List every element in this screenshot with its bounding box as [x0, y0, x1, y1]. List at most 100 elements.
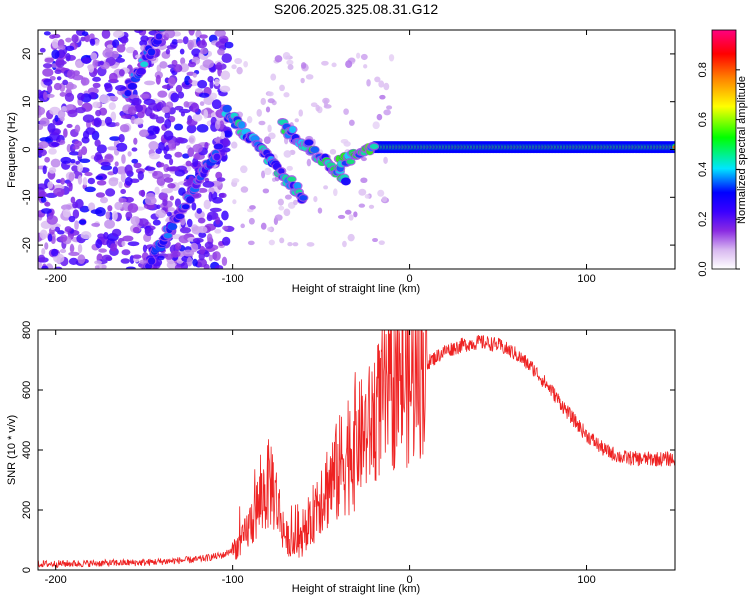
spectrogram-blob [137, 218, 149, 227]
spectrogram-blob [192, 143, 203, 153]
spectrogram-blob [116, 44, 126, 53]
spectrogram-blob [286, 165, 293, 171]
spectrogram-blob [96, 144, 107, 154]
spectrogram-blob [122, 235, 134, 242]
spectrogram-blob [67, 109, 78, 118]
spectrogram-blob [222, 104, 232, 113]
spectrogram-blob [176, 39, 184, 44]
spectrogram-blob [40, 196, 47, 203]
spectrogram-blob [56, 76, 62, 81]
spectrogram-blob [199, 47, 208, 55]
spectrogram-blob [175, 213, 185, 219]
spectrogram-blob [63, 128, 68, 138]
spectrogram-blob [161, 173, 171, 178]
spectrogram-blob [124, 176, 133, 186]
spectrogram-blob [144, 196, 157, 206]
spectrogram-blob [80, 77, 90, 86]
spectrogram-blob [216, 61, 223, 71]
spectrogram-x-tick-label: -100 [222, 273, 244, 285]
spectrogram-blob [51, 142, 60, 147]
spectrogram-blob [196, 40, 208, 49]
spectrogram-blob [165, 48, 171, 55]
spectrogram-y-tick-label: 20 [21, 48, 33, 60]
spectrogram-blob [174, 123, 184, 131]
snr-y-axis-label: SNR (10 * v/v) [6, 415, 18, 485]
spectrogram-blob [87, 202, 96, 212]
spectrogram-blob [175, 242, 182, 251]
spectrogram-blob [191, 48, 201, 57]
spectrogram-blob [66, 104, 74, 111]
spectrogram-blob [53, 187, 65, 196]
spectrogram-blob [363, 64, 368, 69]
spectrogram-blob [149, 114, 159, 120]
spectrogram-blob [127, 106, 137, 116]
spectrogram-blob [133, 162, 142, 169]
spectrogram-blob [119, 36, 129, 44]
spectrogram-blob [213, 153, 221, 161]
spectrogram-blob [268, 239, 275, 246]
spectrogram-blob [38, 191, 47, 198]
spectrogram-blob [95, 175, 104, 180]
spectrogram-blob [377, 189, 385, 197]
spectrogram-y-axis-label: Frequency (Hz) [6, 112, 18, 188]
spectrogram-blob [173, 64, 183, 73]
spectrogram-blob [107, 171, 115, 176]
spectrogram-blob [54, 226, 61, 232]
spectrogram-blob [219, 192, 227, 198]
colorbar-label: Normalized spectral amplitude [736, 76, 748, 224]
spectrogram-blob [214, 120, 221, 130]
spectrogram-blob [219, 38, 228, 43]
spectrogram-blob [140, 61, 149, 68]
spectrogram-blob [49, 34, 56, 39]
spectrogram-blob [258, 120, 266, 126]
spectrogram-blob [65, 37, 72, 43]
spectrogram-blob [51, 38, 60, 49]
spectrogram-blob [180, 261, 189, 269]
spectrogram-blob [139, 270, 149, 278]
spectrogram-blob [199, 101, 205, 106]
spectrogram-blob [222, 225, 229, 231]
spectrogram-blob [157, 90, 168, 98]
snr-y-tick-label: 200 [21, 501, 33, 519]
spectrogram-blob [168, 158, 174, 166]
spectrogram-blob [192, 113, 203, 122]
spectrogram-blob [220, 131, 226, 139]
spectrogram-blob [102, 48, 113, 58]
spectrogram-blob [178, 187, 186, 196]
spectrogram-blob [39, 137, 52, 142]
spectrogram-blob [211, 99, 222, 110]
spectrogram-blob [120, 172, 126, 183]
spectrogram-blob [125, 266, 136, 269]
spectrogram-blob [231, 64, 237, 70]
spectrogram-blob [215, 264, 224, 269]
spectrogram-blob [212, 251, 221, 261]
spectrogram-blob [231, 178, 240, 183]
spectrogram-blob [156, 204, 161, 210]
spectrogram-blob [95, 239, 103, 249]
spectrogram-blob [337, 214, 346, 219]
spectrogram-blob [210, 92, 218, 100]
spectrogram-blob [134, 30, 144, 34]
spectrogram-blob [356, 52, 361, 59]
spectrogram-blob [170, 92, 179, 103]
spectrogram-blob [214, 228, 222, 234]
spectrogram-blob [41, 265, 49, 269]
spectrogram-blob [333, 188, 338, 197]
spectrogram-blob [323, 99, 328, 108]
spectrogram-blob [44, 57, 54, 63]
spectrogram-blob [51, 248, 59, 257]
spectrogram-blob [236, 66, 243, 75]
spectrogram-blob [346, 159, 355, 165]
spectrogram-blob [287, 241, 293, 247]
snr-series-line [38, 330, 675, 568]
spectrogram-blob [147, 257, 156, 265]
spectrogram-blob [170, 250, 181, 258]
spectrogram-blob [162, 199, 168, 207]
spectrogram-blob [388, 54, 395, 62]
spectrogram-blob [221, 236, 231, 246]
spectrogram-blob [100, 165, 113, 171]
spectrogram-blob [344, 209, 352, 215]
spectrogram-blob [221, 210, 229, 221]
spectrogram-blob [104, 219, 115, 229]
